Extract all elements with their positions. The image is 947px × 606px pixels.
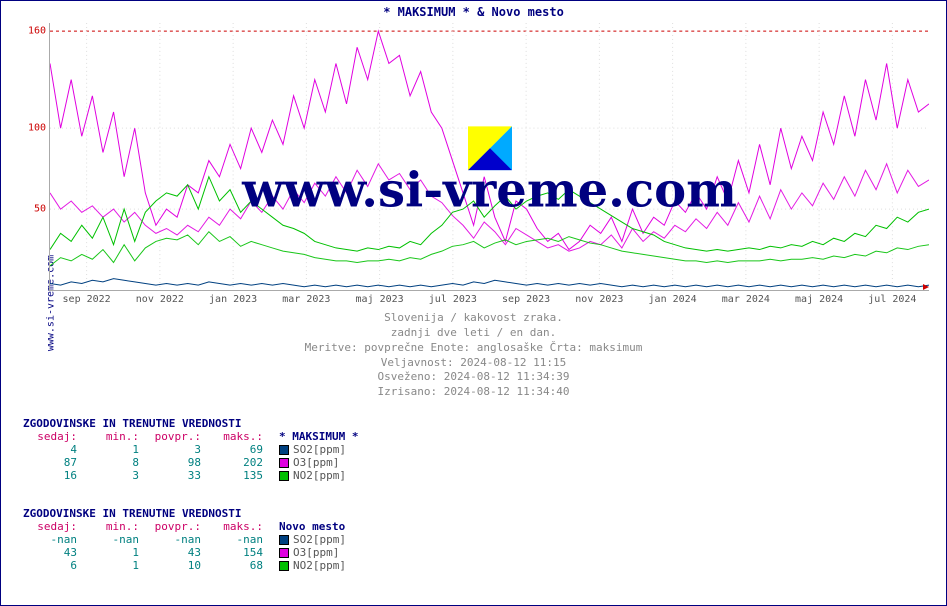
table-cell: 6 <box>23 559 85 572</box>
table-row: 41369 SO2[ppm] <box>23 443 358 456</box>
table-cell: 135 <box>209 469 271 482</box>
legend-swatch-icon <box>279 548 289 558</box>
series-SO2_maksimum <box>50 279 929 287</box>
legend-label: NO2[ppm] <box>293 559 346 572</box>
xtick-label: nov 2023 <box>575 294 623 305</box>
col-header: sedaj: <box>23 520 85 533</box>
table-cell: 43 <box>23 546 85 559</box>
legend-swatch-icon <box>279 535 289 545</box>
watermark-logo <box>468 126 512 170</box>
table-row: 611068 NO2[ppm] <box>23 559 346 572</box>
meta-line: Meritve: povprečne Enote: anglosaške Črt… <box>1 341 946 356</box>
col-header: maks.: <box>209 520 271 533</box>
table-cell: 10 <box>147 559 209 572</box>
meta-line: Veljavnost: 2024-08-12 11:15 <box>1 356 946 371</box>
meta-line: Slovenija / kakovost zraka. <box>1 311 946 326</box>
legend-label: NO2[ppm] <box>293 469 346 482</box>
table-cell: 68 <box>209 559 271 572</box>
xtick-label: mar 2023 <box>282 294 330 305</box>
table-cell: 3 <box>85 469 147 482</box>
meta-line: Izrisano: 2024-08-12 11:34:40 <box>1 385 946 400</box>
col-header: sedaj: <box>23 430 85 443</box>
table-cell: 8 <box>85 456 147 469</box>
stats-table-novo-mesto: ZGODOVINSKE IN TRENUTNE VREDNOSTI sedaj:… <box>23 507 346 572</box>
table-cell: 4 <box>23 443 85 456</box>
table-cell: 154 <box>209 546 271 559</box>
xtick-label: nov 2022 <box>136 294 184 305</box>
table-heading: ZGODOVINSKE IN TRENUTNE VREDNOSTI <box>23 507 346 520</box>
table-cell: 87 <box>23 456 85 469</box>
meta-block: Slovenija / kakovost zraka. zadnji dve l… <box>1 311 946 400</box>
table-row: 87898202 O3[ppm] <box>23 456 358 469</box>
col-header: povpr.: <box>147 520 209 533</box>
chart-title: * MAKSIMUM * & Novo mesto <box>1 5 946 19</box>
xtick-label: jul 2024 <box>868 294 916 305</box>
col-header: min.: <box>85 520 147 533</box>
table-cell: 1 <box>85 559 147 572</box>
legend-label: O3[ppm] <box>293 546 339 559</box>
ytick-label: 50 <box>34 204 46 215</box>
series-legend: NO2[ppm] <box>271 469 346 482</box>
table-cell: 69 <box>209 443 271 456</box>
xtick-label: jan 2023 <box>209 294 257 305</box>
legend-swatch-icon <box>279 458 289 468</box>
meta-line: zadnji dve leti / en dan. <box>1 326 946 341</box>
ytick-label: 100 <box>28 123 46 134</box>
chart-area: www.si-vreme.com 50100160sep 2022nov 202… <box>49 23 929 291</box>
xtick-label: sep 2023 <box>502 294 550 305</box>
xtick-label: sep 2022 <box>63 294 111 305</box>
xtick-label: mar 2024 <box>722 294 770 305</box>
col-header: povpr.: <box>147 430 209 443</box>
table-cell: -nan <box>147 533 209 546</box>
legend-swatch-icon <box>279 471 289 481</box>
legend-label: SO2[ppm] <box>293 443 346 456</box>
series-legend: SO2[ppm] <box>271 443 346 456</box>
xtick-label: jan 2024 <box>649 294 697 305</box>
series-NO2_maksimum <box>50 177 929 251</box>
table-row: -nan-nan-nan-nanSO2[ppm] <box>23 533 346 546</box>
series-legend: NO2[ppm] <box>271 559 346 572</box>
col-header: min.: <box>85 430 147 443</box>
table-cell: -nan <box>85 533 147 546</box>
table-title: * MAKSIMUM * <box>271 430 358 443</box>
legend-swatch-icon <box>279 561 289 571</box>
table-cell: 33 <box>147 469 209 482</box>
ytick-label: 160 <box>28 26 46 37</box>
table-cell: 1 <box>85 546 147 559</box>
table-cell: -nan <box>209 533 271 546</box>
table-row: 43143154O3[ppm] <box>23 546 346 559</box>
table-heading: ZGODOVINSKE IN TRENUTNE VREDNOSTI <box>23 417 358 430</box>
table-cell: 202 <box>209 456 271 469</box>
series-legend: O3[ppm] <box>271 546 339 559</box>
series-legend: SO2[ppm] <box>271 533 346 546</box>
legend-label: SO2[ppm] <box>293 533 346 546</box>
col-header: maks.: <box>209 430 271 443</box>
meta-line: Osveženo: 2024-08-12 11:34:39 <box>1 370 946 385</box>
xtick-label: maj 2023 <box>356 294 404 305</box>
table-cell: 16 <box>23 469 85 482</box>
stats-table-maksimum: ZGODOVINSKE IN TRENUTNE VREDNOSTI sedaj:… <box>23 417 358 482</box>
legend-label: O3[ppm] <box>293 456 339 469</box>
legend-swatch-icon <box>279 445 289 455</box>
chart-frame: www.si-vreme.com * MAKSIMUM * & Novo mes… <box>0 0 947 606</box>
table-cell: 43 <box>147 546 209 559</box>
xtick-label: jul 2023 <box>429 294 477 305</box>
table-row: 16333135NO2[ppm] <box>23 469 358 482</box>
series-NO2_novo_mesto <box>50 232 929 266</box>
table-title: Novo mesto <box>271 520 345 533</box>
table-cell: 3 <box>147 443 209 456</box>
table-cell: -nan <box>23 533 85 546</box>
table-cell: 1 <box>85 443 147 456</box>
table-cell: 98 <box>147 456 209 469</box>
xtick-label: maj 2024 <box>795 294 843 305</box>
series-legend: O3[ppm] <box>271 456 339 469</box>
